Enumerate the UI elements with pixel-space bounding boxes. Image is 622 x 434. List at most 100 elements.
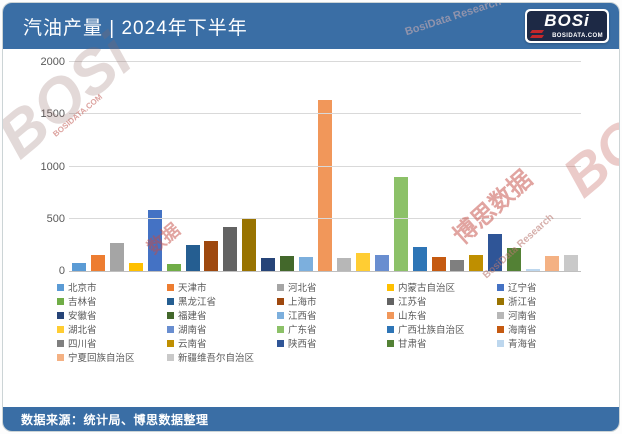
bar [90,254,105,271]
legend-item: 安徽省 [57,308,167,322]
legend-swatch [57,297,64,305]
legend-swatch [57,339,64,347]
legend-item-label: 湖南省 [178,325,207,336]
legend-swatch [497,311,504,319]
gridline [69,113,581,115]
bar [336,258,351,271]
legend-swatch [277,297,284,305]
legend-item: 河北省 [277,280,387,294]
bar [526,268,541,271]
plot-area [69,61,581,272]
gridline [69,217,581,219]
bar [374,254,389,271]
footer-bar: 数据来源：统计局、博思数据整理 [3,407,619,431]
legend-item-label: 湖北省 [68,325,97,336]
bar [280,255,295,271]
bar [299,257,314,271]
y-tick-label: 500 [46,212,65,225]
y-tick-label: 1000 [40,160,65,173]
legend-item-label: 河南省 [508,311,537,322]
bar [450,260,465,271]
bar [223,226,238,271]
y-tick-label: 0 [58,265,65,277]
legend-item: 四川省 [57,336,167,350]
legend-item-label: 海南省 [508,325,537,336]
bar [355,252,370,271]
legend-item-label: 上海市 [288,297,317,308]
bar [72,262,86,271]
legend: 北京市 天津市 河北省 内蒙古自治区 辽宁省 吉林省 黑龙江省 上海市 江苏省 浙江省 安徽省 福建省… [57,280,613,364]
bar [261,258,276,271]
legend-swatch [387,311,394,319]
bar [412,246,427,271]
bar [166,263,181,271]
legend-item-label: 安徽省 [68,311,97,322]
brand-logo: BOSi BOSIDATA.COM [525,9,609,43]
legend-swatch [497,325,504,333]
legend-item-label: 陕西省 [288,339,317,350]
legend-item: 云南省 [167,336,277,350]
legend-item: 北京市 [57,280,167,294]
legend-item: 宁夏回族自治区 [57,350,167,364]
legend-swatch [57,353,64,361]
gridline [69,165,581,167]
legend-item: 江西省 [277,308,387,322]
page-title: 汽油产量 | 2024年下半年 [23,17,248,39]
y-tick-label: 2000 [40,56,65,68]
legend-item-label: 甘肃省 [398,339,427,350]
legend-item-label: 北京市 [68,283,97,294]
legend-item: 河南省 [497,308,607,322]
gridline [69,61,581,62]
logo-text: BOSi [544,11,590,30]
legend-item-label: 广西壮族自治区 [398,325,465,336]
legend-item-label: 黑龙江省 [178,297,217,308]
legend-swatch [387,283,394,291]
y-axis: 0 500 1000 1500 2000 [23,56,65,277]
legend-item: 湖南省 [167,322,277,336]
brand-logo-inner: BOSi BOSIDATA.COM [527,11,607,41]
legend-swatch [167,339,174,347]
legend-swatch [277,311,284,319]
legend-item-label: 江西省 [288,311,317,322]
legend-item: 陕西省 [277,336,387,350]
legend-swatch [57,283,64,291]
logo-slash-icon [529,30,545,33]
legend-item-label: 内蒙古自治区 [398,283,456,294]
legend-item-label: 河北省 [288,283,317,294]
legend-item-label: 福建省 [178,311,207,322]
legend-swatch [277,283,284,291]
legend-swatch [57,311,64,319]
legend-item: 浙江省 [497,294,607,308]
legend-item-label: 浙江省 [508,297,537,308]
legend-swatch [167,325,174,333]
logo-site-label: BOSIDATA.COM [552,33,603,39]
bar [507,248,522,271]
legend-item-label: 云南省 [178,339,207,350]
legend-item: 上海市 [277,294,387,308]
legend-swatch [387,325,394,333]
legend-swatch [57,325,64,333]
legend-item: 广东省 [277,322,387,336]
legend-swatch [277,339,284,347]
legend-item: 黑龙江省 [167,294,277,308]
legend-swatch [387,339,394,347]
bar [242,219,257,271]
legend-item-label: 宁夏回族自治区 [68,353,135,364]
bar [109,242,124,271]
bar [317,100,332,271]
legend-item: 天津市 [167,280,277,294]
legend-item-label: 四川省 [68,339,97,350]
legend-swatch [277,325,284,333]
legend-item-label: 吉林省 [68,297,97,308]
legend-swatch [167,353,174,361]
bar [393,176,408,271]
legend-item: 江苏省 [387,294,497,308]
bar [563,255,578,271]
bar [469,255,484,271]
bar [185,245,200,271]
legend-item: 广西壮族自治区 [387,322,497,336]
header-bar: 汽油产量 | 2024年下半年 BOSi BOSIDATA.COM [3,3,619,49]
data-source-text: 数据来源：统计局、博思数据整理 [21,412,209,427]
legend-item: 福建省 [167,308,277,322]
